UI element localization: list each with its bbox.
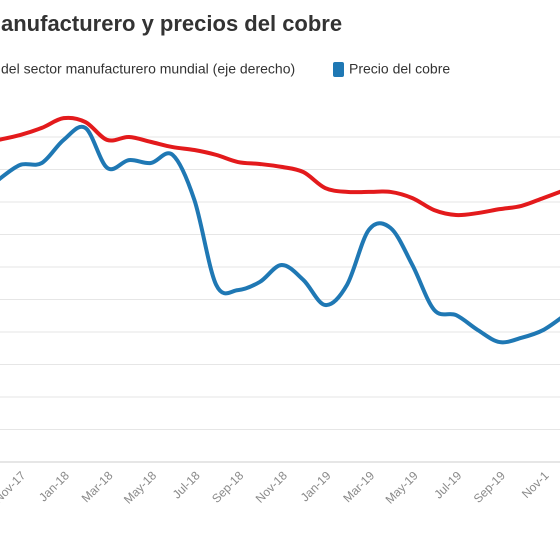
x-tick-label: Jul-19 [431, 468, 464, 501]
legend-label: del sector manufacturero mundial (eje de… [1, 61, 295, 77]
legend-label: Precio del cobre [349, 61, 450, 77]
x-tick-label: Mar-19 [340, 468, 377, 505]
x-tick-label: Jan-18 [36, 468, 72, 504]
x-tick-label: Jul-18 [170, 468, 203, 501]
series-line [0, 124, 560, 345]
x-tick-label: May-18 [121, 468, 159, 506]
x-tick-label: Nov-18 [253, 468, 290, 505]
series-line [0, 115, 560, 218]
grid [0, 136, 560, 463]
x-tick-label: Sep-18 [209, 468, 246, 505]
x-tick-label: Sep-19 [471, 468, 508, 505]
x-tick-label: Mar-18 [79, 468, 116, 505]
x-tick-label: May-19 [383, 468, 421, 506]
x-tick-label: Jan-19 [298, 468, 334, 504]
x-tick-label: Nov-17 [0, 468, 29, 505]
x-tick-label: Nov-1 [519, 468, 552, 501]
legend-swatch [333, 62, 344, 77]
chart-title: anufacturero y precios del cobre [1, 11, 342, 36]
plot-area [0, 115, 560, 345]
